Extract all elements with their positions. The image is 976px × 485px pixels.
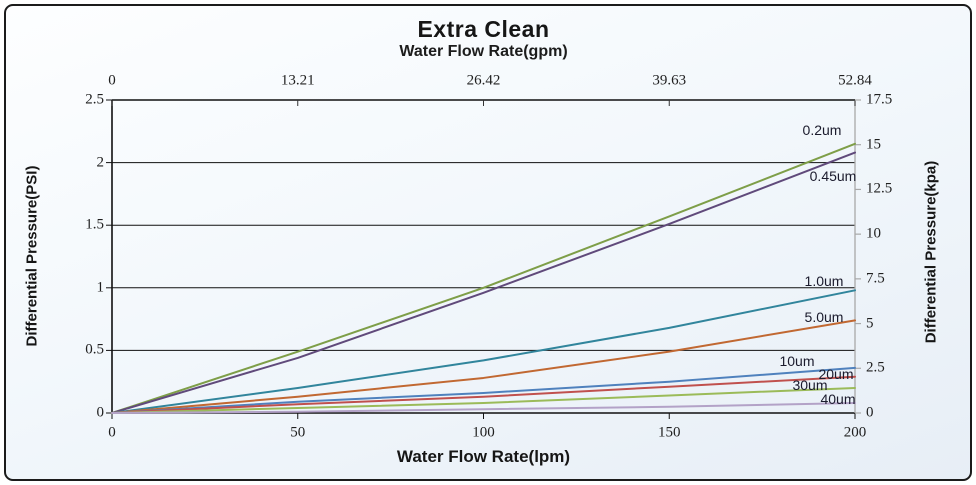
right-axis-tick: 10	[866, 225, 881, 242]
bottom-axis-tick: 200	[843, 424, 867, 441]
right-axis-tick: 17.5	[866, 91, 893, 108]
right-axis-tick: 5	[866, 315, 874, 332]
bottom-axis-tick: 150	[658, 424, 681, 441]
series-label-0.2um: 0.2um	[802, 122, 842, 138]
left-axis-title: Differential Pressure(PSI)	[23, 165, 41, 347]
right-axis-title: Differential Pressure(kpa)	[922, 160, 940, 344]
series-label-40um: 40um	[820, 391, 856, 407]
series-label-0.45um: 0.45um	[809, 168, 857, 184]
top-axis-tick: 39.63	[652, 72, 687, 89]
bottom-axis-tick: 50	[290, 424, 306, 441]
right-axis-tick: 7.5	[866, 270, 885, 287]
right-axis-tick: 12.5	[866, 180, 893, 197]
left-axis-tick: 1.5	[85, 216, 104, 233]
left-axis-tick: 1	[96, 279, 105, 296]
series-label-20um: 20um	[818, 366, 854, 382]
top-axis-tick: 52.84	[838, 72, 872, 89]
series-label-5.0um: 5.0um	[804, 309, 844, 325]
left-axis-tick: 2.5	[85, 91, 104, 108]
series-label-10um: 10um	[779, 353, 815, 369]
series-label-30um: 30um	[792, 377, 828, 393]
series-label-1.0um: 1.0um	[804, 273, 844, 289]
right-axis-tick: 15	[866, 136, 881, 153]
chart-frame	[4, 4, 972, 481]
top-axis-title: Water Flow Rate(gpm)	[399, 43, 568, 60]
top-axis-tick: 26.42	[466, 72, 501, 89]
left-axis-tick: 0.5	[85, 341, 104, 358]
left-axis-tick: 2	[96, 154, 105, 171]
right-axis-tick: 2.5	[866, 359, 885, 376]
bottom-axis-tick: 0	[108, 424, 116, 441]
top-axis-tick: 13.21	[280, 72, 315, 89]
right-axis-tick: 0	[866, 404, 874, 421]
top-axis-tick: 0	[108, 72, 116, 89]
chart-title: Extra Clean	[417, 16, 550, 42]
bottom-axis-tick: 100	[472, 424, 495, 441]
bottom-axis-title: Water Flow Rate(lpm)	[396, 447, 571, 466]
left-axis-tick: 0	[96, 404, 105, 421]
